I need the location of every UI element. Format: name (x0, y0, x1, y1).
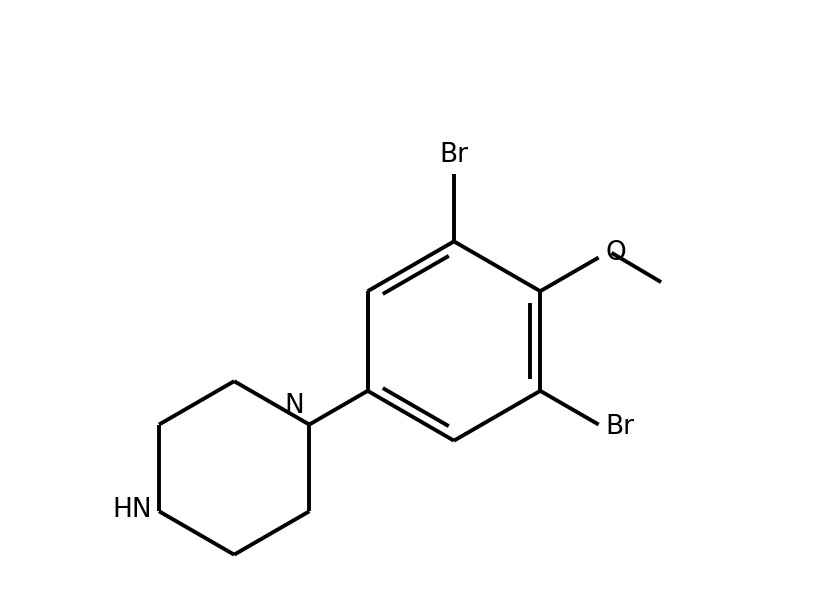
Text: O: O (605, 240, 626, 266)
Text: HN: HN (112, 497, 152, 523)
Text: Br: Br (439, 142, 468, 168)
Text: N: N (284, 392, 304, 419)
Text: Br: Br (605, 415, 634, 440)
